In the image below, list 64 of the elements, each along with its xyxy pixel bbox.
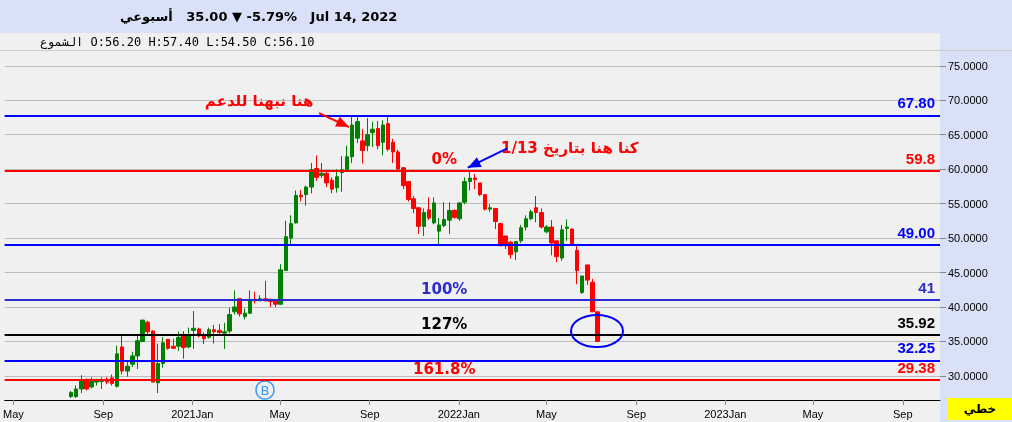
candlestick	[432, 196, 436, 225]
ref-line-label: 32.25	[897, 339, 935, 357]
candlestick	[585, 264, 590, 286]
x-tick-label: 2023Jan	[704, 407, 747, 420]
candlestick	[370, 121, 375, 148]
candlestick	[560, 224, 564, 262]
ref-line-label: 67.80	[897, 94, 935, 112]
candlestick	[360, 128, 365, 165]
candlestick	[473, 173, 477, 190]
candlestick	[493, 207, 498, 230]
y-tick-label: 45.0000	[948, 266, 988, 279]
y-tick-label: 35.0000	[948, 335, 988, 348]
candlestick	[376, 120, 380, 150]
x-tick-label: May	[802, 407, 824, 420]
candlestick	[120, 335, 124, 375]
ref-line-label: 29.38	[897, 359, 935, 377]
candlestick	[452, 208, 457, 220]
candlestick	[335, 168, 339, 194]
y-tick-label: 55.0000	[948, 197, 988, 210]
x-tick-label: May	[3, 407, 25, 420]
candlestick	[125, 359, 130, 378]
y-tick-label: 50.0000	[948, 232, 988, 245]
candlestick	[381, 119, 385, 156]
candlestick	[427, 196, 431, 221]
x-tick-label: Sep	[93, 407, 113, 420]
annotation: هنا نبهنا للدعم	[204, 92, 314, 111]
candlestick	[575, 243, 579, 285]
ref-line-label: 49.00	[897, 223, 935, 241]
annotation: 0%	[431, 150, 457, 169]
annotation: 100%	[421, 279, 468, 298]
annotation: 127%	[421, 314, 468, 333]
x-tick-label: May	[536, 407, 558, 420]
x-tick-label: Sep	[892, 407, 913, 420]
candlestick	[176, 331, 181, 352]
x-tick-label: 2022Jan	[437, 407, 480, 420]
candlestick	[488, 203, 492, 213]
annotation: B	[260, 382, 270, 398]
chart-subtitle: الشموع O:56.20 H:57.40 L:54.50 C:56.10	[0, 33, 1012, 51]
candlestick	[570, 227, 574, 245]
x-tick-label: Sep	[626, 407, 647, 420]
annotation: كنا هنا بتاريخ 1/13	[500, 138, 639, 157]
candlestick	[565, 218, 569, 242]
candlestick	[232, 289, 237, 316]
y-tick-label: 75.0000	[948, 59, 988, 72]
candlestick	[365, 117, 370, 152]
candlestick	[299, 189, 303, 203]
y-tick-label: 70.0000	[948, 94, 988, 107]
y-tick-label: 60.0000	[948, 163, 988, 176]
x-tick-label: May	[269, 407, 291, 420]
candlestick	[422, 207, 426, 237]
ref-line-label: 35.92	[897, 314, 935, 332]
x-tick-label: 2021Jan	[171, 407, 214, 420]
y-tick-label: 65.0000	[948, 128, 988, 141]
candlestick	[580, 275, 584, 295]
candlestick	[544, 224, 549, 234]
text: خطي	[948, 398, 1012, 420]
candlestick	[191, 310, 196, 350]
x-tick-label: Sep	[359, 407, 380, 420]
y-tick-label: 40.0000	[948, 300, 988, 313]
annotation: 161.8%	[412, 359, 476, 378]
ref-line-label: 41	[918, 279, 935, 297]
y-tick-label: 30.0000	[948, 369, 988, 382]
ref-line-label: 59.8	[905, 149, 935, 167]
candlestick	[319, 162, 324, 179]
